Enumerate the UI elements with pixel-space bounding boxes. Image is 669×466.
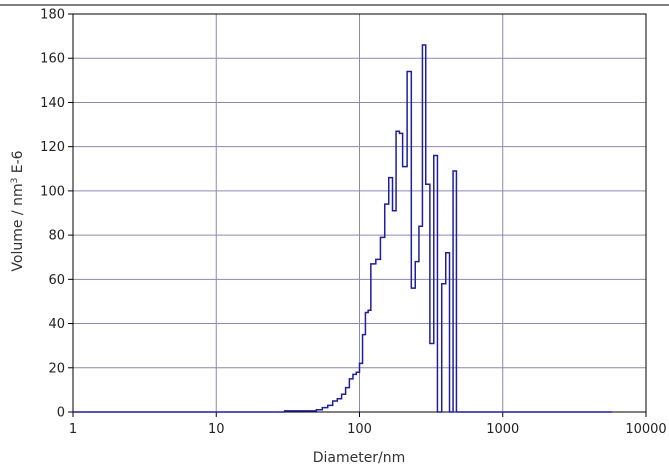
x-tick-label: 10: [208, 422, 225, 437]
y-tick-label: 20: [48, 361, 65, 376]
y-tick-label: 120: [40, 140, 65, 155]
y-tick-label: 60: [48, 273, 65, 288]
x-tick-label: 1000: [486, 422, 519, 437]
y-axis: 0 20 40 60 80 100 120 140 160 180: [40, 8, 73, 421]
y-tick-label: 80: [48, 229, 65, 244]
y-axis-label-main: Volume / nm: [10, 183, 26, 271]
y-axis-label: Volume / nm3 E-6: [10, 150, 26, 271]
x-tick-label: 1: [69, 422, 77, 437]
x-axis: 1 10 100 1000 10000: [69, 412, 667, 437]
y-tick-label: 180: [40, 8, 65, 23]
x-axis-label: Diameter/nm: [313, 450, 406, 466]
x-tick-label: 10000: [625, 422, 666, 437]
series-line: [73, 44, 613, 413]
y-tick-label: 140: [40, 96, 65, 111]
x-tick-label: 100: [347, 422, 372, 437]
y-tick-label: 0: [57, 406, 65, 421]
y-tick-label: 160: [40, 52, 65, 67]
y-tick-label: 40: [48, 317, 65, 332]
y-axis-label-suffix: E-6: [10, 150, 26, 177]
y-axis-label-superscript: 3: [10, 178, 20, 184]
y-tick-label: 100: [40, 184, 65, 199]
